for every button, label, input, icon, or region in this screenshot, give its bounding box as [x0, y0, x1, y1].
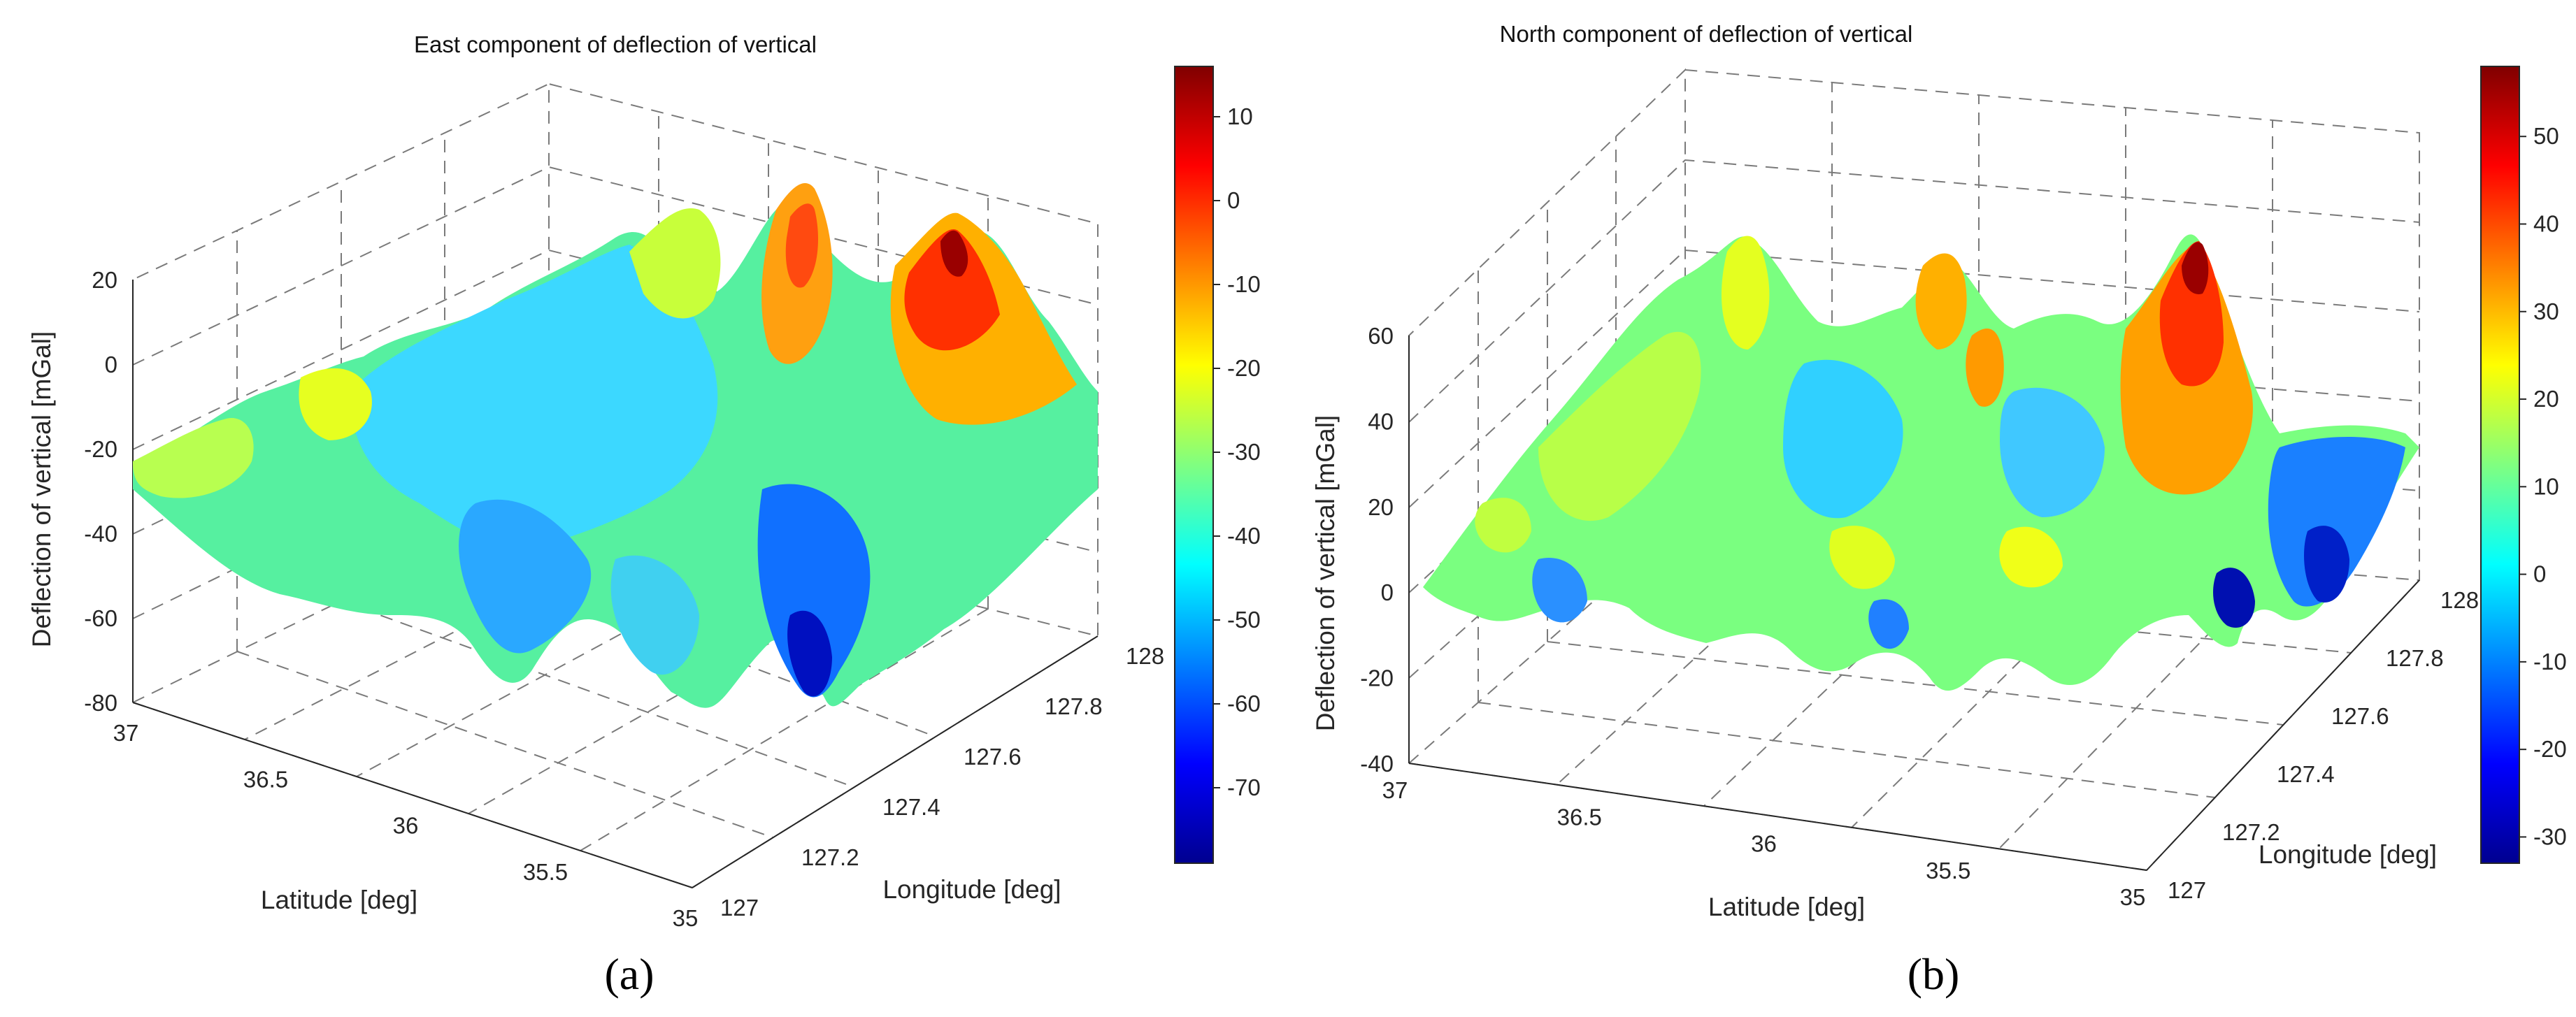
chart-b-x-tick: 36.5: [1557, 804, 1602, 830]
chart-b-colorbar-tick: 10: [2533, 473, 2559, 499]
chart-a-colorbar-tick: -70: [1227, 774, 1261, 800]
chart-a-y-tick: 128: [1126, 643, 1164, 669]
chart-b: 50 40 30 20 10 0 -10 -20 -30 -40 -20 0 20 40 60 37 36.…: [1311, 21, 2567, 999]
chart-b-colorbar: [2480, 66, 2520, 864]
chart-b-x-ticks: 37 36.5 36 35.5 35: [1382, 777, 2146, 910]
chart-b-colorbar-tick: -20: [2533, 736, 2567, 762]
chart-b-y-tick: 127.2: [2222, 819, 2280, 845]
chart-a-z-tick: -60: [84, 605, 117, 631]
chart-b-surface: [1423, 234, 2419, 691]
chart-a-colorbar-tick: -20: [1227, 355, 1261, 381]
chart-a-surface: [133, 182, 1098, 708]
chart-a-x-tick: 35.5: [523, 859, 568, 885]
chart-b-z-tick: 60: [1368, 323, 1394, 349]
chart-b-colorbar-tick: 0: [2533, 561, 2546, 587]
chart-a-y-tick: 127.4: [882, 794, 940, 820]
chart-b-title: North component of deflection of vertica…: [1500, 21, 1913, 47]
chart-b-y-tick: 127.8: [2386, 645, 2444, 671]
chart-a-colorbar-ticks: 10 0 -10 -20 -30 -40 -50 -60 -70: [1213, 103, 1261, 800]
chart-b-z-tick: 0: [1381, 579, 1394, 605]
chart-b-x-tick: 37: [1382, 777, 1408, 803]
chart-b-colorbar-tick: -30: [2533, 823, 2567, 849]
chart-a-x-tick: 36.5: [243, 766, 288, 792]
chart-a-y-ticks: 127 127.2 127.4 127.6 127.8 128: [720, 643, 1164, 921]
chart-a-z-tick: -80: [84, 690, 117, 716]
chart-a-colorbar-tick: -30: [1227, 439, 1261, 465]
chart-a-y-tick: 127.2: [801, 844, 859, 870]
chart-a-colorbar-tick: -40: [1227, 523, 1261, 549]
chart-b-y-tick: 128: [2440, 587, 2479, 613]
chart-a-y-tick: 127.6: [964, 744, 1022, 770]
chart-b-x-tick: 36: [1751, 831, 1777, 857]
chart-b-x-tick: 35.5: [1926, 858, 1970, 883]
chart-b-z-tick: -20: [1360, 665, 1394, 691]
chart-a-colorbar-tick: 10: [1227, 103, 1253, 129]
chart-b-colorbar-tick: 40: [2533, 210, 2559, 236]
chart-a-z-tick: 0: [105, 352, 117, 377]
chart-a-x-ticks: 37 36.5 36 35.5 35: [113, 720, 699, 931]
chart-b-z-tick: -40: [1360, 751, 1394, 777]
chart-b-colorbar-tick: 20: [2533, 386, 2559, 412]
panel-b-label: (b): [1908, 949, 1960, 999]
chart-b-z-tick: 40: [1368, 408, 1394, 434]
chart-b-colorbar-tick: -10: [2533, 649, 2567, 675]
chart-a-colorbar: [1174, 66, 1214, 864]
chart-a-ylabel: Longitude [deg]: [882, 875, 1061, 904]
chart-b-ylabel: Longitude [deg]: [2259, 840, 2437, 869]
chart-b-colorbar-ticks: 50 40 30 20 10 0 -10 -20 -30: [2519, 123, 2567, 849]
chart-b-z-tick: 20: [1368, 494, 1394, 520]
chart-a-z-ticks: -80 -60 -40 -20 0 20: [84, 267, 117, 716]
chart-a-colorbar-tick: 0: [1227, 187, 1240, 213]
chart-a-z-tick: -20: [84, 436, 117, 462]
chart-b-x-tick: 35: [2120, 884, 2146, 910]
chart-a-zlabel: Deflection of vertical [mGal]: [27, 331, 56, 647]
chart-b-y-tick: 127: [2168, 877, 2206, 903]
chart-a-colorbar-tick: -10: [1227, 271, 1261, 297]
chart-a-z-tick: 20: [92, 267, 117, 293]
chart-a-x-tick: 37: [113, 720, 139, 746]
chart-a-x-tick: 35: [673, 905, 699, 931]
chart-a-y-tick: 127: [720, 895, 759, 921]
chart-a-title: East component of deflection of vertical: [414, 31, 817, 57]
chart-a-y-tick: 127.8: [1045, 693, 1103, 719]
chart-b-y-tick: 127.4: [2277, 761, 2335, 787]
chart-b-colorbar-tick: 50: [2533, 123, 2559, 149]
panel-a-label: (a): [604, 949, 654, 999]
chart-a-colorbar-tick: -50: [1227, 607, 1261, 633]
chart-a-x-tick: 36: [393, 813, 419, 839]
chart-b-colorbar-tick: 30: [2533, 298, 2559, 324]
chart-a-xlabel: Latitude [deg]: [261, 886, 417, 914]
chart-a: 10 0 -10 -20 -30 -40 -50 -60 -70 -80 -60 -40 -20 0 20…: [27, 31, 1261, 999]
chart-b-xlabel: Latitude [deg]: [1708, 893, 1865, 921]
chart-a-z-tick: -40: [84, 521, 117, 547]
chart-b-z-ticks: -40 -20 0 20 40 60: [1360, 323, 1394, 777]
chart-a-colorbar-tick: -60: [1227, 691, 1261, 716]
chart-b-y-tick: 127.6: [2331, 703, 2389, 729]
chart-b-y-ticks: 127 127.2 127.4 127.6 127.8 128: [2168, 587, 2479, 903]
chart-b-zlabel: Deflection of vertical [mGal]: [1311, 415, 1340, 731]
